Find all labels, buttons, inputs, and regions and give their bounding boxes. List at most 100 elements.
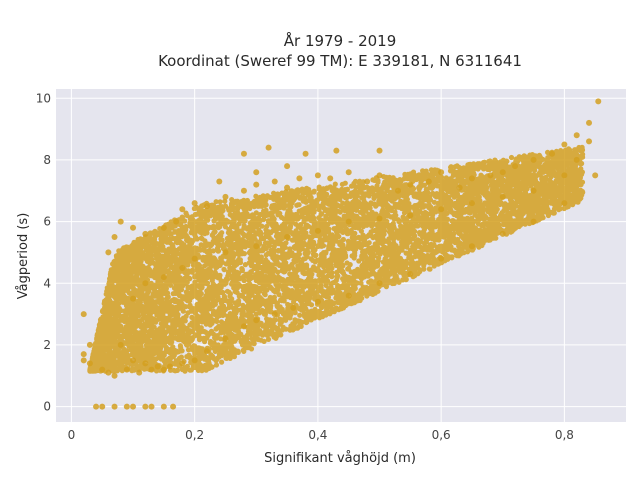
scatter-point [530,156,537,163]
scatter-point [80,357,87,364]
scatter-point [376,172,383,179]
scatter-point [468,200,475,207]
x-axis-title: Signifikant våghöjd (m) [264,451,416,466]
scatter-point [407,271,414,277]
x-tick-label: 0,4 [308,428,327,442]
scatter-point [487,172,494,179]
scatter-point [253,317,260,324]
y-tick-label: 0 [43,400,51,414]
scatter-point [376,280,383,287]
scatter-point [142,360,149,367]
y-tick-label: 10 [36,91,51,105]
scatter-point [425,178,432,185]
scatter-point [203,203,210,210]
scatter-point [592,172,599,179]
scatter-point [561,200,568,207]
scatter-point [499,169,506,176]
scatter-point [573,132,580,139]
scatter-point [253,243,260,250]
chart-title-line-2: Koordinat (Sweref 99 TM): E 339181, N 63… [158,52,522,70]
scatter-point [327,175,334,182]
scatter-point [530,218,537,225]
scatter-point [314,298,321,305]
scatter-point [271,178,278,185]
scatter-point [105,249,112,256]
scatter-point [530,187,537,194]
scatter-point-cloud [87,144,586,374]
y-axis-title: Vågperiod (s) [16,213,31,300]
scatter-point [253,181,260,188]
x-tick-label: 0,6 [432,428,451,442]
scatter-point [80,311,87,318]
scatter-point [167,363,173,370]
scatter-point [160,274,167,281]
x-tick-label: 0,8 [555,428,574,442]
scatter-point [395,187,401,194]
scatter-point [345,218,352,225]
scatter-point [345,292,352,299]
scatter-point [222,193,229,200]
scatter-point [216,178,223,185]
scatter-point [123,366,130,373]
scatter-point [148,403,155,410]
scatter-point [561,141,568,148]
scatter-point [191,255,198,262]
scatter-point [142,280,149,287]
scatter-point [179,206,186,213]
scatter-point [438,255,445,262]
scatter-point [468,243,475,250]
scatter-point [142,230,149,237]
data-points [80,98,602,410]
scatter-point [142,403,149,410]
scatter-point [123,403,130,410]
scatter-point [191,357,198,364]
scatter-point [265,144,272,151]
scatter-point [296,175,303,182]
scatter-point [271,311,278,318]
scatter-point [130,295,137,302]
scatter-point [240,150,247,157]
scatter-point [160,366,167,373]
scatter-point [586,119,593,126]
scatter-point [345,169,352,176]
scatter-point [99,403,106,410]
scatter-point [86,341,93,348]
scatter-point [203,348,210,355]
scatter-point [499,230,506,237]
scatter-point [438,206,445,213]
scatter-point [111,372,118,379]
y-tick-label: 6 [43,215,51,229]
scatter-point [111,403,118,410]
scatter-point [179,264,186,271]
scatter-point [191,200,198,207]
scatter-point [148,366,155,373]
scatter-point [284,163,291,170]
scatter-point [407,181,414,188]
scatter-point [160,224,167,231]
scatter-point [136,369,143,376]
scatter-point [240,323,247,330]
scatter-point [284,234,291,240]
scatter-point [117,218,124,225]
scatter-point [314,172,321,179]
scatter-point [99,366,106,373]
scatter-point [93,403,100,410]
scatter-point [222,335,229,342]
scatter-point [302,150,309,157]
scatter-point [438,169,445,176]
scatter-point [376,215,383,222]
scatter-point [173,218,180,225]
scatter-point [364,178,371,185]
scatter-point [117,341,124,348]
scatter-point [549,150,556,157]
scatter-point [456,184,463,191]
scatter-point [130,357,137,364]
scatter-point [595,98,602,105]
scatter-point [333,147,340,154]
scatter-point [290,304,297,311]
scatter-point [512,163,519,170]
y-tick-label: 4 [43,276,51,290]
scatter-point [130,224,137,231]
